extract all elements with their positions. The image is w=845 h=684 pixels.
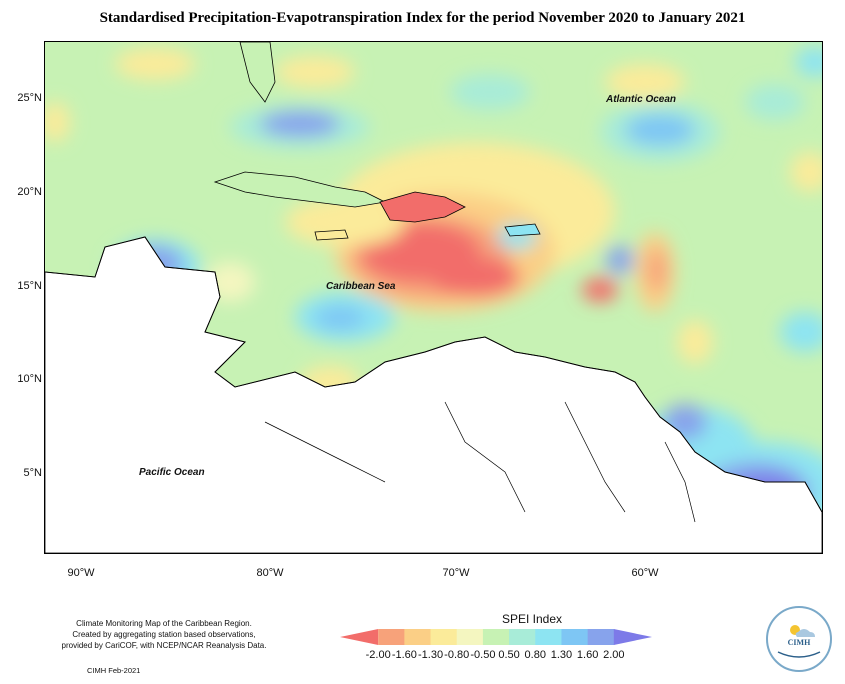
lat-label-25n: 25°N	[17, 92, 42, 104]
legend-tick-label: 1.60	[576, 649, 599, 661]
label-atlantic-ocean: Atlantic Ocean	[606, 94, 677, 105]
legend-ticks: -2.00 -1.60 -1.30 -0.80 -0.50 0.50 0.80 1.30 1.6…	[330, 649, 660, 663]
borders	[264, 401, 696, 523]
legend-tick-label: 0.80	[524, 649, 546, 661]
lat-label-15n: 15°N	[17, 280, 42, 292]
legend-swatch	[613, 629, 652, 645]
legend-swatch	[456, 629, 484, 645]
label-caribbean-sea: Caribbean Sea	[326, 281, 396, 292]
lon-label-60w: 60°W	[631, 567, 659, 579]
credits-line-1: Climate Monitoring Map of the Caribbean …	[76, 619, 252, 628]
lat-label-10n: 10°N	[17, 373, 42, 385]
legend-swatch	[561, 629, 589, 645]
legend-colorbar	[340, 629, 652, 645]
lon-label-70w: 70°W	[442, 567, 470, 579]
legend-swatch	[404, 629, 432, 645]
credits: Climate Monitoring Map of the Caribbean …	[34, 618, 294, 651]
legend-swatch	[535, 629, 562, 645]
lat-label-5n: 5°N	[23, 467, 42, 479]
legend-tick-label: 2.00	[603, 649, 625, 661]
label-pacific-ocean: Pacific Ocean	[139, 467, 205, 478]
legend-swatch	[482, 629, 510, 645]
logo-text: CIMH	[787, 638, 811, 647]
legend-tick-label: 0.50	[498, 649, 520, 661]
lon-label-80w: 80°W	[256, 567, 284, 579]
legend-tick-label: 1.30	[550, 649, 573, 661]
credits-line-2: Created by aggregating station based obs…	[72, 630, 256, 639]
cimh-logo: CIMH	[766, 606, 832, 672]
map-canvas	[45, 42, 822, 553]
legend-swatch	[430, 629, 458, 645]
legend-swatch	[509, 629, 536, 645]
legend-tick-label: -1.60	[391, 649, 417, 661]
map-title: Standardised Precipitation-Evapotranspir…	[99, 10, 746, 26]
legend-swatch	[340, 629, 379, 645]
lon-label-90w: 90°W	[67, 567, 95, 579]
credits-line-3: provided by CariCOF, with NCEP/NCAR Rean…	[61, 641, 267, 650]
coastline	[45, 236, 822, 513]
legend-tick-label: -0.80	[444, 649, 470, 661]
logo-sun-icon	[777, 625, 821, 658]
lat-label-20n: 20°N	[17, 186, 42, 198]
legend-title: SPEI Index	[501, 612, 563, 626]
legend-tick-label: -2.00	[365, 649, 391, 661]
credit-stamp: CIMH Feb-2021	[87, 666, 141, 675]
legend-swatch	[587, 629, 615, 645]
legend-swatch	[378, 629, 405, 645]
legend-tick-label: -1.30	[417, 649, 444, 661]
spei-map	[44, 41, 823, 554]
legend-tick-label: -0.50	[470, 649, 496, 661]
